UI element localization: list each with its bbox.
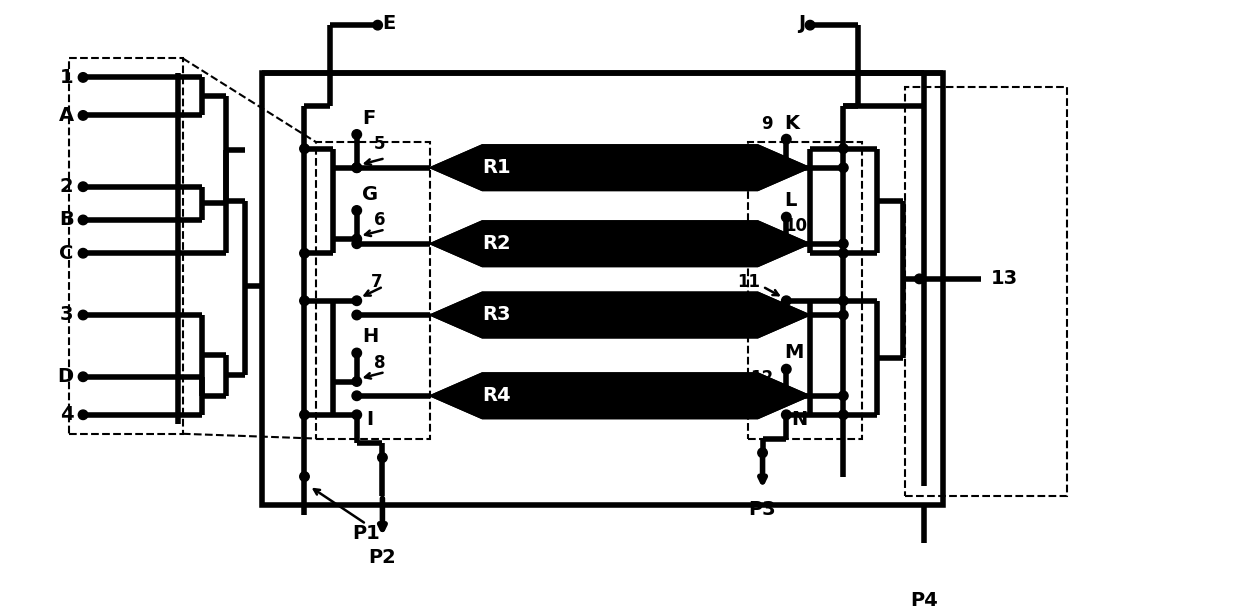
Circle shape: [78, 372, 88, 381]
Circle shape: [781, 296, 791, 306]
Text: 11: 11: [737, 273, 760, 290]
Circle shape: [838, 391, 848, 401]
Text: R1: R1: [482, 158, 511, 177]
Text: 7: 7: [371, 273, 383, 290]
Circle shape: [352, 234, 362, 244]
Text: 1: 1: [60, 68, 73, 87]
Text: A: A: [58, 106, 73, 125]
Text: P2: P2: [368, 548, 397, 567]
Circle shape: [758, 448, 768, 457]
Text: B: B: [58, 211, 73, 230]
Circle shape: [352, 391, 362, 401]
Text: 12: 12: [750, 369, 773, 387]
Circle shape: [300, 144, 309, 153]
Text: D: D: [57, 367, 73, 386]
Polygon shape: [430, 145, 810, 191]
Circle shape: [300, 296, 309, 306]
Circle shape: [352, 163, 362, 172]
Text: G: G: [362, 185, 378, 204]
Circle shape: [352, 206, 362, 215]
Text: 9: 9: [761, 114, 773, 133]
Circle shape: [352, 296, 362, 306]
Circle shape: [352, 163, 362, 172]
Text: M: M: [785, 343, 804, 362]
Text: I: I: [366, 410, 373, 429]
Circle shape: [838, 239, 848, 248]
Circle shape: [78, 310, 88, 320]
Circle shape: [300, 248, 309, 258]
Bar: [68, 58, 182, 434]
Circle shape: [781, 410, 791, 420]
Circle shape: [915, 274, 924, 284]
Text: E: E: [382, 14, 396, 33]
Bar: [748, 142, 862, 438]
Polygon shape: [430, 373, 810, 418]
Circle shape: [838, 144, 848, 153]
Bar: [262, 72, 944, 505]
Bar: [316, 142, 430, 438]
Text: 10: 10: [785, 217, 807, 235]
Text: H: H: [362, 328, 378, 347]
Text: C: C: [60, 244, 73, 262]
Text: R2: R2: [482, 234, 511, 253]
Text: P4: P4: [910, 591, 937, 609]
Text: P3: P3: [749, 501, 776, 519]
Circle shape: [352, 410, 362, 420]
Circle shape: [838, 410, 848, 420]
Circle shape: [781, 364, 791, 374]
Text: 6: 6: [374, 211, 386, 230]
Circle shape: [352, 239, 362, 248]
Circle shape: [838, 248, 848, 258]
Text: F: F: [362, 109, 376, 128]
Circle shape: [781, 391, 791, 401]
Text: J: J: [799, 14, 805, 33]
Bar: [905, 87, 1066, 496]
Circle shape: [352, 130, 362, 139]
Text: 8: 8: [374, 354, 386, 372]
Text: 13: 13: [991, 269, 1018, 289]
Circle shape: [352, 377, 362, 386]
Circle shape: [781, 213, 791, 222]
Polygon shape: [430, 292, 810, 338]
Circle shape: [781, 163, 791, 172]
Circle shape: [838, 163, 848, 172]
Circle shape: [378, 453, 387, 462]
Circle shape: [805, 20, 815, 30]
Text: R3: R3: [482, 306, 511, 325]
Circle shape: [300, 410, 309, 420]
Text: 5: 5: [374, 135, 386, 153]
Circle shape: [373, 20, 382, 30]
Text: K: K: [785, 113, 800, 133]
Circle shape: [78, 72, 88, 82]
Circle shape: [78, 410, 88, 420]
Circle shape: [300, 472, 309, 481]
Circle shape: [838, 310, 848, 320]
Circle shape: [352, 310, 362, 320]
Circle shape: [781, 135, 791, 144]
Text: R4: R4: [482, 386, 511, 405]
Circle shape: [352, 348, 362, 357]
Text: 4: 4: [60, 405, 73, 424]
Text: L: L: [785, 191, 797, 209]
Circle shape: [781, 239, 791, 248]
Text: 2: 2: [60, 177, 73, 196]
Polygon shape: [430, 221, 810, 267]
Circle shape: [78, 248, 88, 258]
Text: P1: P1: [352, 524, 379, 543]
Text: 3: 3: [60, 306, 73, 325]
Circle shape: [78, 215, 88, 225]
Circle shape: [78, 182, 88, 191]
Text: N: N: [791, 410, 807, 429]
Circle shape: [838, 296, 848, 306]
Circle shape: [78, 111, 88, 120]
